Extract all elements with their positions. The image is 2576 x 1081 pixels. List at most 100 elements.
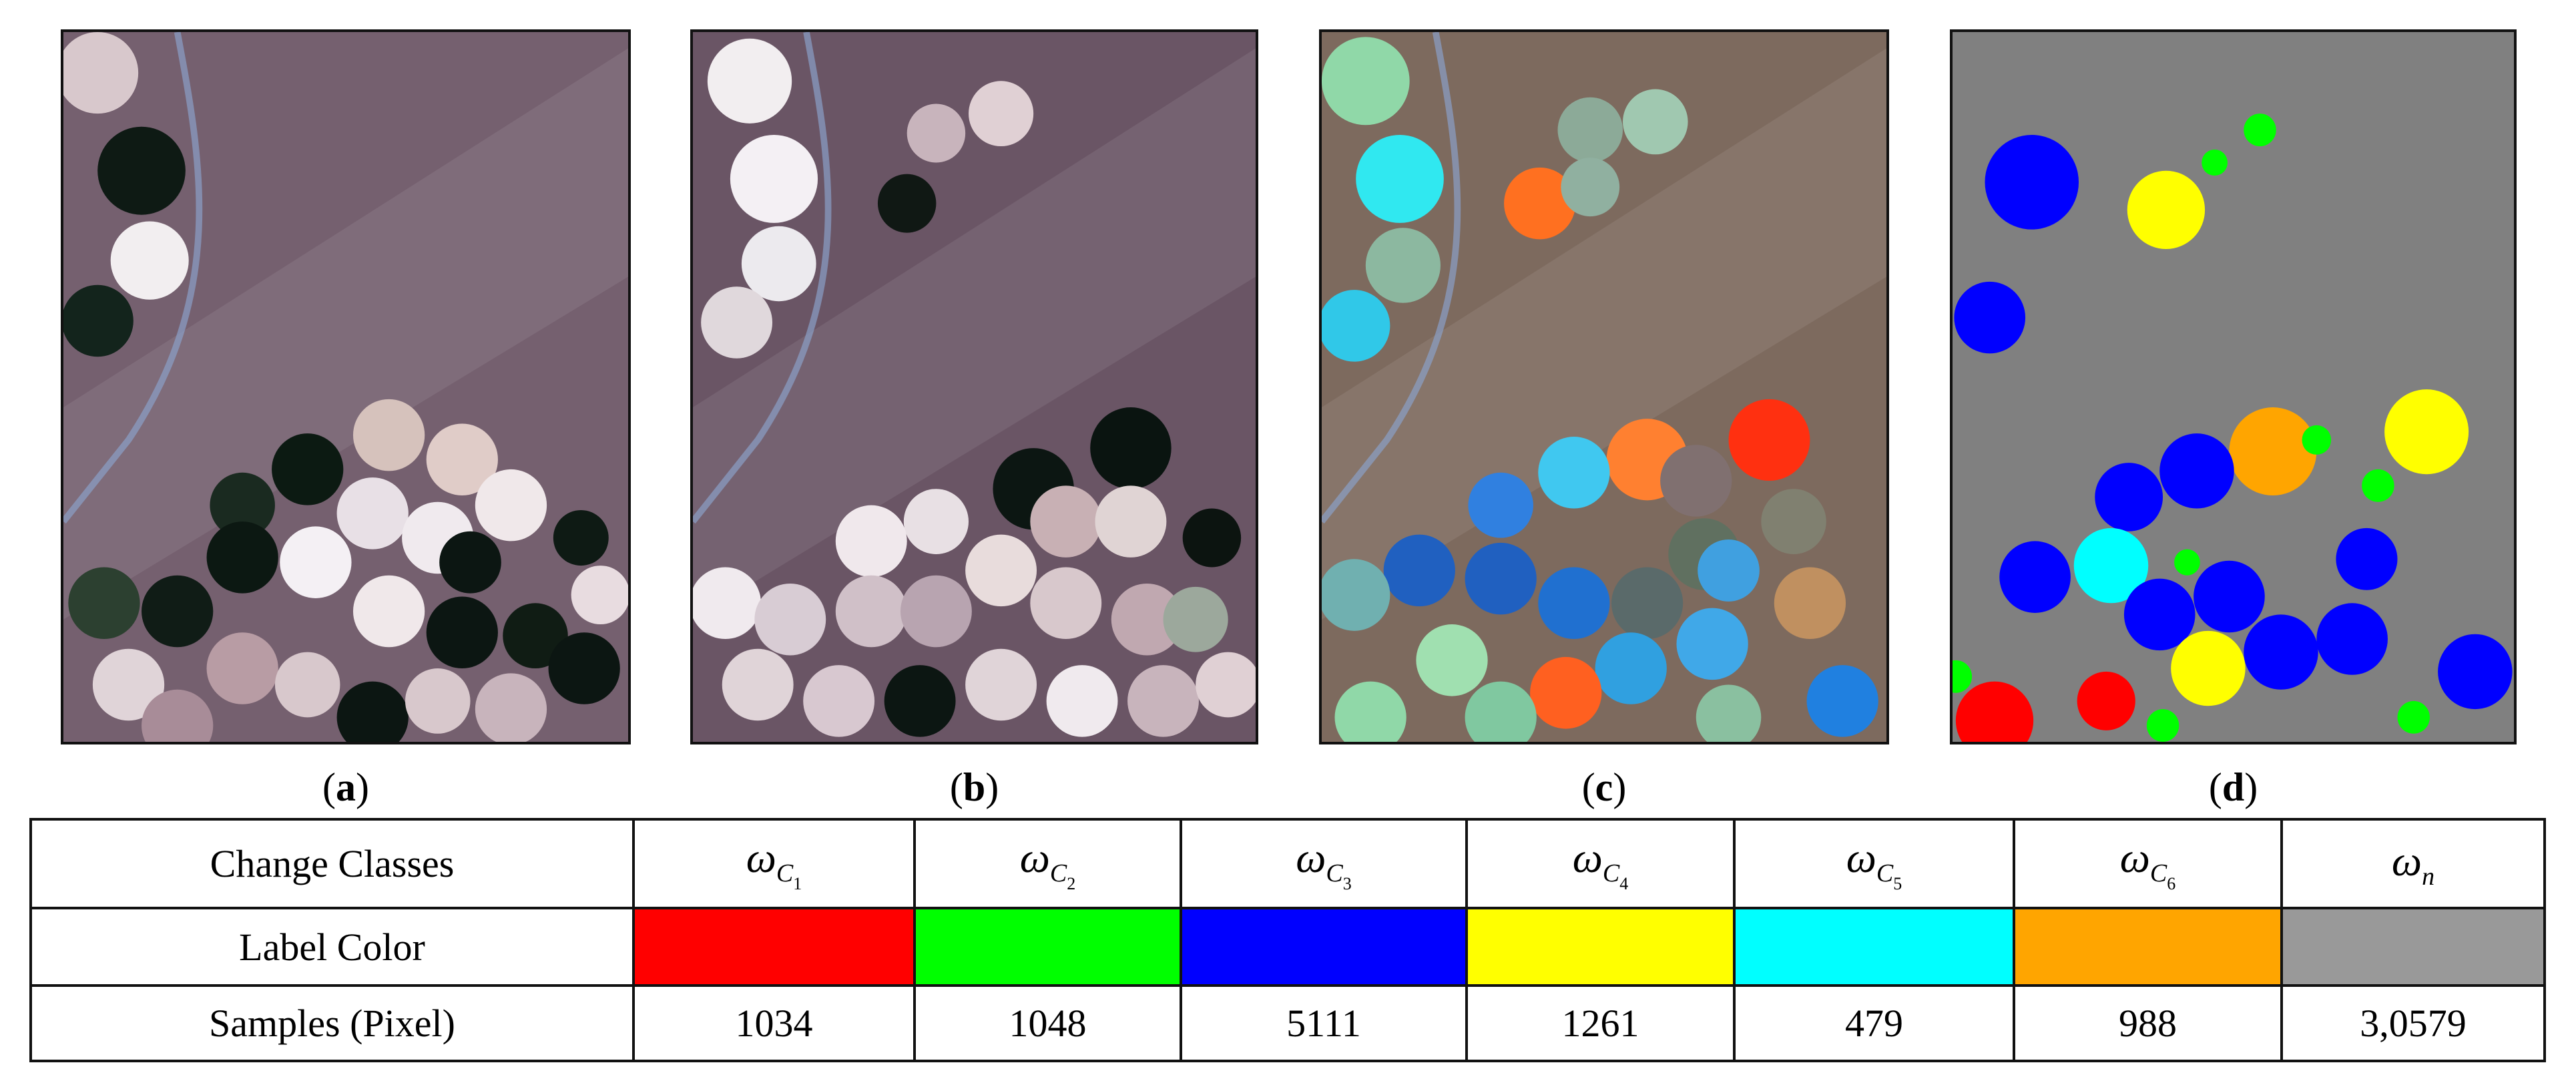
field-circle (1046, 665, 1118, 737)
caption-text: ) (2244, 765, 2258, 809)
color-swatch (1465, 907, 1736, 987)
field-circle (1383, 534, 1455, 607)
field-circle (1322, 37, 1410, 126)
image-panel (1319, 29, 1889, 744)
sample-count: 1261 (1465, 984, 1736, 1062)
sample-count: 479 (1733, 984, 2015, 1062)
field-circle (1538, 567, 1610, 640)
field-circle (1806, 665, 1878, 737)
field-circle (280, 526, 352, 598)
field-circle (63, 32, 139, 114)
sample-count: 988 (2013, 984, 2283, 1062)
field-circle (2384, 389, 2469, 475)
symbol: ω (2391, 837, 2422, 885)
field-circle (1676, 608, 1748, 680)
field-circle (968, 81, 1034, 147)
field-circle (1416, 624, 1488, 696)
field-circle (352, 575, 425, 648)
color-swatch (1733, 907, 2015, 987)
row-header: Samples (Pixel) (29, 984, 635, 1062)
symbol-index: 2 (1067, 874, 1076, 893)
field-circle (548, 632, 620, 704)
class-symbol: ωC2 (913, 818, 1182, 909)
terrain-band (693, 48, 1256, 620)
field-circle (210, 472, 275, 538)
panel-caption: (c) (1504, 765, 1704, 811)
field-circle (2174, 549, 2200, 576)
field-circle (1954, 281, 2026, 354)
sample-count: 1048 (913, 984, 1182, 1062)
field-circle (2073, 527, 2149, 604)
class-symbol: ωC6 (2013, 818, 2283, 909)
field-circle (1468, 472, 1533, 538)
road (63, 32, 203, 524)
symbol-sub: C2 (1049, 859, 1076, 893)
field-circle (1561, 158, 1620, 217)
symbol: ω (1019, 834, 1050, 881)
field-circle (2336, 527, 2398, 590)
field-circle (1030, 485, 1102, 558)
field-circle (1504, 167, 1576, 240)
caption-letter: a (336, 765, 356, 809)
road (1322, 32, 1461, 524)
field-circle (1095, 485, 1167, 558)
field-circle (1356, 134, 1444, 223)
panel-caption: (b) (874, 765, 1075, 811)
symbol-sub: n (2422, 862, 2435, 891)
class-symbol: ωC1 (632, 818, 916, 909)
class-symbol: ωn (2280, 818, 2546, 909)
caption-text: ( (322, 765, 336, 809)
color-swatch (632, 907, 916, 987)
field-circle (2095, 463, 2163, 531)
field-circle (1999, 541, 2071, 613)
field-circle (426, 423, 498, 496)
field-circle (1557, 97, 1623, 163)
field-circle (1465, 681, 1537, 742)
field-circle (2229, 407, 2317, 496)
field-circle (965, 534, 1037, 607)
color-row: Label Color (29, 907, 2546, 987)
symbol: ω (1846, 834, 1876, 881)
field-circle (68, 567, 140, 640)
field-circle (900, 575, 972, 648)
field-circle (272, 433, 344, 505)
field-circle (142, 689, 214, 742)
caption-text: ) (985, 765, 999, 809)
field-circle (142, 575, 214, 648)
field-circle (1322, 290, 1390, 362)
field-circle (571, 566, 628, 625)
field-circle (2438, 634, 2513, 710)
header-row: Change Classes ωC1 ωC2 ωC3 ωC4 ωC5 ωC6 ωn (29, 818, 2546, 909)
field-circle (1953, 660, 1973, 693)
field-circle (206, 521, 278, 594)
field-circle (1955, 681, 2034, 742)
terrain-band (1322, 48, 1886, 620)
field-circle (1090, 407, 1172, 489)
field-circle (2302, 425, 2332, 455)
field-circle (707, 38, 792, 124)
field-circle (1465, 542, 1537, 615)
field-circle (1698, 539, 1760, 602)
field-circle (2194, 560, 2265, 633)
panel-image (1953, 32, 2514, 742)
field-circle (722, 648, 794, 721)
field-circle (2077, 671, 2135, 730)
field-circle (1761, 489, 1826, 554)
symbol: ω (746, 834, 776, 881)
field-circle (2397, 700, 2430, 734)
field-circle (803, 665, 875, 737)
caption-text: ) (356, 765, 369, 809)
field-circle (110, 221, 189, 300)
field-circle (475, 673, 547, 742)
caption-text: ( (949, 765, 963, 809)
color-swatch (2280, 907, 2546, 987)
panel-caption: (a) (246, 765, 446, 811)
field-circle (2362, 469, 2394, 502)
symbol: ω (1296, 834, 1326, 881)
field-circle (1030, 567, 1102, 640)
field-circle (1334, 681, 1406, 742)
field-circle (1196, 652, 1256, 718)
field-circle (2123, 578, 2196, 651)
field-circle (336, 681, 409, 742)
caption-letter: b (963, 765, 986, 809)
